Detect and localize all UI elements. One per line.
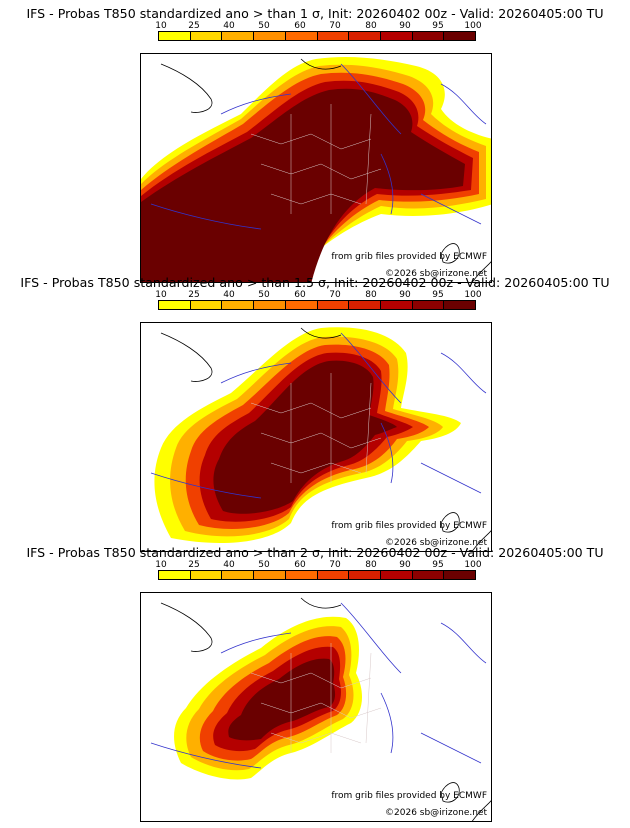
panel-2: IFS - Probas T850 standardized ano > tha… <box>0 275 630 552</box>
panel-title: IFS - Probas T850 standardized ano > tha… <box>26 6 604 21</box>
colorbar-segment <box>254 571 286 579</box>
colorbar-label: 50 <box>258 21 270 31</box>
copyright-credit: ©2026 sb@irizone.net <box>385 808 487 818</box>
colorbar-segment <box>349 571 381 579</box>
colorbar-segment <box>285 571 318 579</box>
panel-title: IFS - Probas T850 standardized ano > tha… <box>20 275 610 290</box>
colorbar-segment <box>190 301 223 309</box>
colorbar-label: 60 <box>294 560 306 570</box>
colorbar-label: 100 <box>464 21 482 31</box>
colorbar-segment <box>190 571 223 579</box>
colorbar-segment <box>444 571 476 579</box>
colorbar-label: 90 <box>399 290 411 300</box>
colorbar-segment <box>444 32 476 40</box>
colorbar-label: 10 <box>155 21 167 31</box>
country-borders <box>150 332 487 499</box>
colorbar-segment <box>159 32 191 40</box>
country-borders <box>150 602 487 769</box>
probability-map: from grib files provided by ECMWF ©2026 … <box>140 592 492 822</box>
colorbar-label: 50 <box>258 560 270 570</box>
colorbar-label: 25 <box>188 290 200 300</box>
colorbar-label: 90 <box>399 21 411 31</box>
probability-field <box>141 56 491 282</box>
colorbar-segment <box>285 32 318 40</box>
map-svg <box>141 56 491 282</box>
colorbar-segment <box>380 301 413 309</box>
colorbar-labels: 10 25 40 50 60 70 80 90 95 100 <box>140 21 500 31</box>
map-svg <box>150 327 491 551</box>
colorbar-segment <box>380 32 413 40</box>
panel-1: IFS - Probas T850 standardized ano > tha… <box>0 6 630 283</box>
colorbar-segment <box>159 571 191 579</box>
colorbar-label: 80 <box>365 21 377 31</box>
colorbar-label: 95 <box>432 560 444 570</box>
colorbar <box>158 31 476 41</box>
colorbar-label: 25 <box>188 560 200 570</box>
colorbar-label: 70 <box>329 290 341 300</box>
coastlines <box>160 58 491 282</box>
source-credit: from grib files provided by ECMWF <box>331 791 487 801</box>
colorbar-segment <box>285 301 318 309</box>
colorbar-segment <box>444 301 476 309</box>
colorbar-segment <box>317 571 350 579</box>
colorbar-label: 80 <box>365 290 377 300</box>
panel-title: IFS - Probas T850 standardized ano > tha… <box>26 545 604 560</box>
colorbar-segment <box>317 301 350 309</box>
colorbar-label: 95 <box>432 21 444 31</box>
department-borders <box>250 104 382 214</box>
colorbar-label: 40 <box>223 21 235 31</box>
colorbar-segment <box>190 32 223 40</box>
department-borders <box>250 643 382 753</box>
colorbar-segment <box>317 32 350 40</box>
country-borders <box>150 63 487 230</box>
coastlines <box>160 597 491 821</box>
source-credit: from grib files provided by ECMWF <box>331 521 487 531</box>
colorbar-segment <box>254 301 286 309</box>
colorbar-segment <box>412 301 445 309</box>
colorbar-label: 90 <box>399 560 411 570</box>
copyright-credit: ©2026 sb@irizone.net <box>385 538 487 548</box>
colorbar-label: 10 <box>155 290 167 300</box>
colorbar-label: 100 <box>464 290 482 300</box>
colorbar-segment <box>222 301 255 309</box>
colorbar-label: 100 <box>464 560 482 570</box>
colorbar-label: 80 <box>365 560 377 570</box>
colorbar-segment <box>254 32 286 40</box>
colorbar-segment <box>349 32 381 40</box>
colorbar-label: 95 <box>432 290 444 300</box>
colorbar-label: 60 <box>294 290 306 300</box>
colorbar-segment <box>222 32 255 40</box>
colorbar-label: 50 <box>258 290 270 300</box>
probability-field <box>154 327 461 543</box>
department-borders <box>250 373 382 483</box>
colorbar-segment <box>222 571 255 579</box>
colorbar-labels: 10 25 40 50 60 70 80 90 95 100 <box>140 290 500 300</box>
colorbar-segment <box>159 301 191 309</box>
colorbar-label: 40 <box>223 560 235 570</box>
colorbar-label: 70 <box>329 560 341 570</box>
probability-map: from grib files provided by ECMWF ©2026 … <box>140 322 492 552</box>
colorbar-label: 70 <box>329 21 341 31</box>
colorbar-label: 10 <box>155 560 167 570</box>
colorbar <box>158 570 476 580</box>
coastlines <box>160 327 491 551</box>
copyright-credit: ©2026 sb@irizone.net <box>385 269 487 279</box>
colorbar <box>158 300 476 310</box>
colorbar-segment <box>412 571 445 579</box>
source-credit: from grib files provided by ECMWF <box>331 252 487 262</box>
map-svg <box>150 597 491 821</box>
colorbar-label: 60 <box>294 21 306 31</box>
colorbar-label: 25 <box>188 21 200 31</box>
colorbar-label: 40 <box>223 290 235 300</box>
colorbar-labels: 10 25 40 50 60 70 80 90 95 100 <box>140 560 500 570</box>
colorbar-segment <box>412 32 445 40</box>
probability-map: from grib files provided by ECMWF ©2026 … <box>140 53 492 283</box>
colorbar-segment <box>349 301 381 309</box>
panel-3: IFS - Probas T850 standardized ano > tha… <box>0 545 630 822</box>
colorbar-segment <box>380 571 413 579</box>
probability-field <box>174 616 363 780</box>
